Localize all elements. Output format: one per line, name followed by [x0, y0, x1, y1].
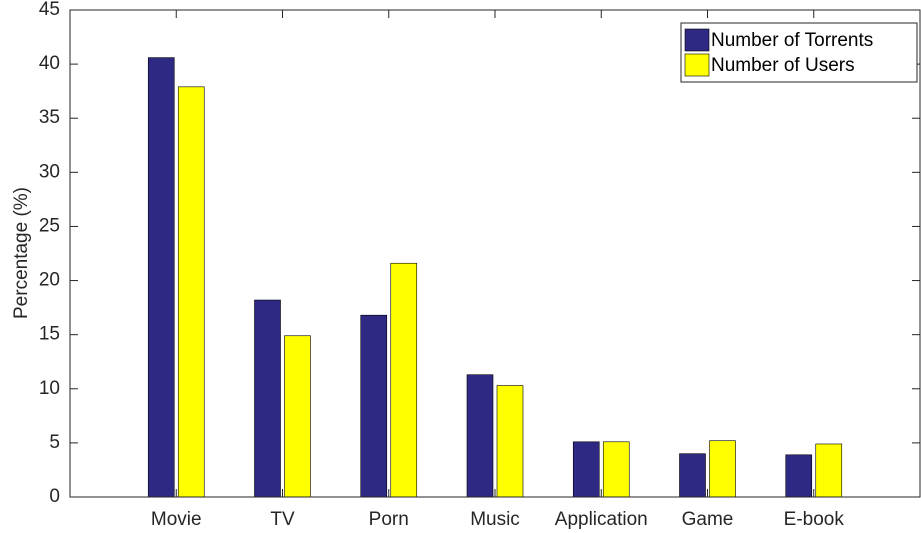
bar: [466, 374, 494, 498]
bar: [602, 441, 630, 498]
y-tick-label: 35: [39, 107, 60, 128]
x-tick-label: Game: [682, 509, 734, 530]
x-tick-label: TV: [270, 509, 295, 530]
y-tick-label: 40: [39, 53, 60, 74]
x-tick-label: E-book: [784, 509, 845, 530]
y-tick-label: 0: [49, 486, 60, 507]
y-tick-label: 30: [39, 161, 60, 182]
bar: [254, 299, 281, 498]
y-axis-label: Percentage (%): [11, 187, 32, 319]
x-tick-label: Music: [470, 509, 520, 530]
legend-label: Number of Torrents: [711, 30, 873, 51]
bar: [177, 86, 205, 498]
bar: [360, 314, 388, 498]
y-tick-label: 10: [39, 378, 60, 399]
bar: [785, 454, 813, 498]
axes-box: [69, 9, 921, 498]
y-tick-label: 20: [39, 270, 60, 291]
x-tick-label: Porn: [369, 509, 409, 530]
bar: [572, 441, 600, 498]
bar: [815, 443, 843, 498]
bar: [709, 440, 736, 498]
x-tick-label: Movie: [151, 509, 202, 530]
x-tick-label: Application: [555, 509, 648, 530]
bar: [679, 453, 706, 498]
bar: [390, 262, 418, 498]
legend-label: Number of Users: [711, 55, 855, 76]
y-tick-label: 25: [39, 215, 60, 236]
bar: [496, 385, 524, 498]
legend-box: [680, 22, 918, 83]
y-tick-label: 15: [39, 324, 60, 345]
bar: [147, 57, 175, 498]
y-tick-label: 45: [39, 0, 60, 20]
legend-swatch: [684, 53, 710, 77]
legend-swatch: [684, 28, 710, 52]
y-tick-label: 5: [49, 432, 60, 453]
bar: [284, 335, 311, 498]
